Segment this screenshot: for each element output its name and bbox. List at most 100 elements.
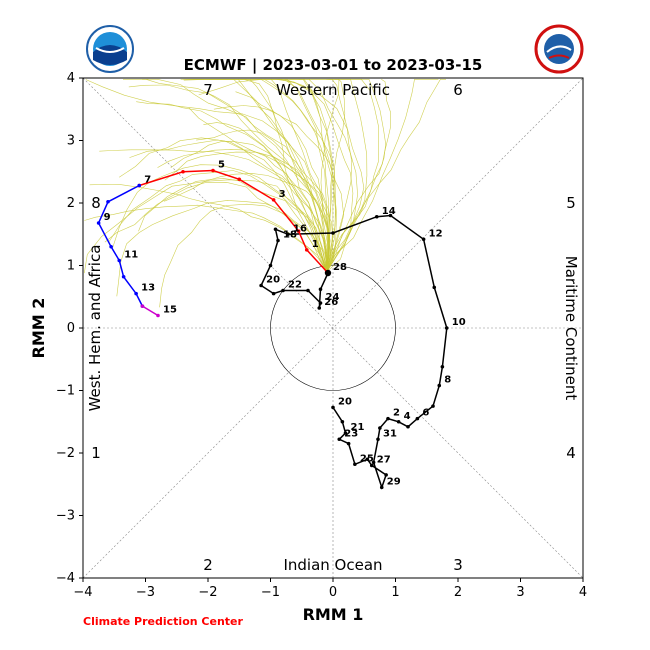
ensemble-member-line [170, 140, 334, 272]
region-label-right: Maritime Continent [562, 256, 580, 401]
track-point [286, 232, 290, 237]
ensemble-member-line [108, 170, 328, 272]
day-label: 20 [266, 275, 280, 286]
ensemble-member-line [84, 179, 328, 274]
track-point [317, 306, 322, 310]
y-tick-label: −3 [56, 509, 75, 524]
day-label: 25 [360, 453, 374, 464]
track-point [437, 383, 442, 388]
track-point [156, 313, 160, 318]
track-point [365, 457, 370, 462]
ensemble-member-line [85, 79, 330, 272]
track-point [140, 304, 145, 308]
y-tick-label: 2 [67, 196, 75, 211]
track-point [369, 463, 374, 468]
y-tick-label: 4 [67, 71, 75, 86]
day-label: 7 [144, 175, 151, 186]
day-label: 29 [387, 476, 401, 487]
noaa-logo [86, 25, 134, 73]
x-tick-label: −3 [136, 585, 155, 600]
track-point [331, 231, 335, 235]
track-point [318, 287, 323, 292]
track-point [259, 283, 263, 288]
day-label: 11 [124, 250, 138, 261]
chart-title: ECMWF | 2023-03-01 to 2023-03-15 [184, 56, 483, 75]
ensemble-member-line [142, 79, 330, 272]
phase-label-3: 3 [453, 556, 463, 574]
track-point [337, 437, 342, 442]
day-label: 22 [288, 280, 302, 291]
y-tick-label: 1 [67, 259, 75, 274]
ensemble-member-line [136, 101, 328, 272]
day-label: 8 [444, 375, 451, 386]
track-point [353, 462, 357, 467]
day-label: 4 [404, 411, 411, 422]
ensemble-member-line [157, 149, 329, 272]
forecast-track-blue [97, 184, 144, 307]
day-label: 13 [141, 283, 155, 294]
track-point [134, 291, 138, 296]
track-point [271, 198, 276, 202]
track-point [318, 301, 323, 305]
track-point [440, 364, 445, 369]
y-tick-label: −1 [56, 384, 75, 399]
ensemble-member-line [203, 122, 328, 272]
track-point [306, 288, 310, 293]
track-point [386, 416, 390, 421]
ensemble-member-line [326, 79, 387, 272]
track-point [431, 404, 435, 408]
track-point [331, 405, 335, 410]
day-label: 21 [351, 422, 365, 433]
track-point [211, 168, 215, 173]
track-point [396, 419, 401, 424]
x-tick-label: 0 [329, 585, 337, 600]
x-axis-ticks: −4 −3 −2 −1 0 1 2 3 4 [73, 578, 587, 600]
region-label-bottom: Indian Ocean [283, 556, 382, 574]
national-weather-service-logo [534, 24, 584, 74]
track-point [271, 291, 276, 296]
ensemble-member-line [289, 79, 368, 273]
day-label: 12 [429, 228, 443, 239]
track-point [371, 460, 376, 465]
y-tick-label: −2 [56, 446, 75, 461]
phase-label-2: 2 [203, 556, 213, 574]
unit-circle [270, 265, 396, 391]
day-label: 9 [104, 212, 111, 223]
track-point [346, 441, 351, 446]
track-point [268, 263, 273, 268]
track-point [109, 244, 113, 249]
day-label: 6 [422, 408, 429, 419]
day-label: 26 [324, 297, 338, 308]
region-label-left: West. Hem. and Africa [86, 245, 104, 412]
day-label: 16 [293, 223, 307, 234]
forecast-track-red [139, 169, 328, 273]
x-tick-label: 4 [579, 585, 587, 600]
ensemble-member-line [235, 91, 336, 272]
phase-label-8: 8 [91, 194, 101, 212]
track-point [137, 183, 142, 188]
y-axis-ticks: −4 −3 −2 −1 0 1 2 3 4 [56, 71, 83, 586]
ensemble-member-line [188, 107, 328, 272]
day-label: 14 [382, 206, 396, 217]
track-point [384, 473, 388, 477]
phase-label-4: 4 [566, 444, 576, 462]
phase-label-1: 1 [91, 444, 101, 462]
x-tick-label: 2 [454, 585, 462, 600]
track-point [121, 274, 126, 279]
day-label: 24 [326, 292, 340, 303]
track-point [343, 431, 348, 435]
track-point [432, 285, 437, 290]
ensemble-member-line [326, 79, 439, 272]
day-label: 23 [344, 428, 358, 439]
ensemble-member-line [326, 79, 446, 272]
track-point [421, 237, 426, 242]
track-point [340, 419, 345, 424]
track-point [181, 169, 185, 174]
day-label: 2 [393, 408, 400, 419]
x-tick-label: 1 [391, 585, 399, 600]
track-point [388, 213, 393, 218]
day-label: 5 [218, 160, 225, 171]
day-label: 31 [383, 428, 397, 439]
track-point [276, 238, 280, 243]
